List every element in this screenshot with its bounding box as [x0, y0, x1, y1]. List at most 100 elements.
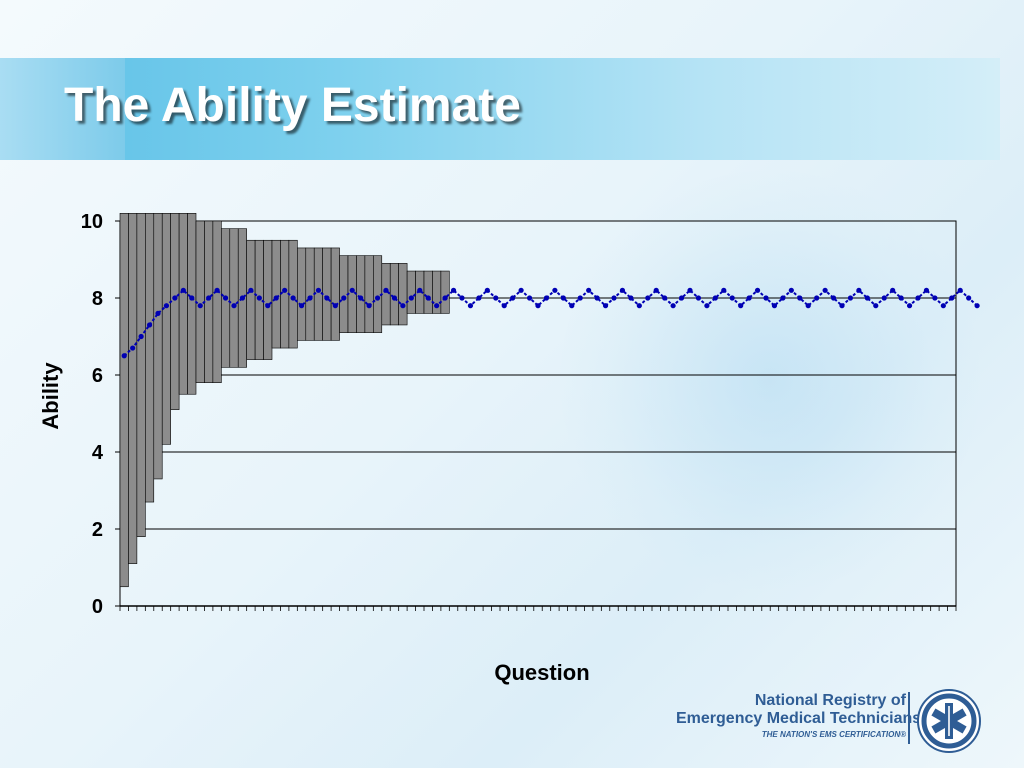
- ability-point: [746, 295, 752, 301]
- range-bar: [153, 213, 163, 480]
- ability-point: [256, 295, 262, 301]
- logo-line-2: Emergency Medical Technicians®: [676, 710, 933, 727]
- ability-point: [754, 287, 761, 293]
- ability-point: [594, 295, 600, 301]
- ability-point: [248, 287, 254, 293]
- ability-point: [130, 345, 136, 351]
- ability-point: [425, 295, 431, 301]
- ability-point: [138, 333, 144, 340]
- title-band: [0, 58, 1000, 160]
- ability-point: [932, 295, 938, 301]
- ability-point: [282, 287, 288, 293]
- range-bar: [440, 270, 450, 314]
- ability-point: [771, 303, 778, 309]
- ability-point: [298, 303, 305, 309]
- ability-point: [788, 287, 794, 293]
- range-bar: [271, 239, 281, 349]
- ability-point: [222, 295, 229, 301]
- y-axis-label: Ability: [38, 362, 63, 430]
- logo-line-1: National Registry of: [754, 692, 906, 709]
- y-tick-label: 8: [92, 288, 103, 310]
- range-bar: [212, 220, 222, 383]
- range-bar: [398, 263, 408, 326]
- ability-point: [864, 295, 870, 301]
- ability-point: [146, 322, 153, 328]
- ability-point: [611, 295, 617, 301]
- ability-point: [695, 295, 702, 301]
- ability-point: [873, 303, 879, 309]
- ability-point: [856, 287, 862, 293]
- ability-point: [780, 295, 786, 301]
- ability-point: [383, 287, 389, 293]
- ability-point: [239, 295, 246, 301]
- ability-point: [662, 295, 668, 301]
- range-bar: [297, 247, 307, 341]
- ability-point: [738, 303, 744, 309]
- ability-point: [569, 303, 575, 309]
- y-tick-label: 10: [81, 211, 103, 233]
- ability-point: [332, 303, 338, 309]
- ability-point: [797, 295, 803, 301]
- range-bar: [330, 247, 340, 341]
- ability-point: [957, 287, 963, 293]
- ability-point: [687, 287, 693, 293]
- y-tick-label: 0: [92, 596, 103, 618]
- ability-point: [467, 303, 474, 309]
- ability-point: [121, 353, 127, 359]
- ability-point: [172, 295, 178, 301]
- ability-point: [974, 303, 980, 309]
- ability-point: [949, 295, 955, 301]
- ability-point: [814, 295, 820, 301]
- slide-title: The Ability Estimate: [64, 79, 521, 132]
- ability-point: [374, 295, 381, 301]
- ability-point: [493, 295, 499, 301]
- ability-point: [163, 303, 170, 309]
- ability-point: [940, 303, 946, 309]
- ability-point: [290, 295, 296, 301]
- background-glow: [560, 170, 980, 590]
- ability-point: [358, 295, 364, 301]
- ability-point: [805, 303, 811, 309]
- ability-point: [206, 295, 212, 301]
- ability-point: [315, 287, 322, 293]
- range-bar: [389, 263, 399, 326]
- ability-point: [678, 295, 685, 301]
- y-tick-label: 6: [92, 365, 103, 387]
- range-bar: [178, 213, 188, 395]
- ability-point: [231, 303, 237, 309]
- ability-point: [307, 295, 313, 301]
- ability-point: [214, 287, 220, 293]
- ability-point: [822, 287, 828, 293]
- ability-point: [459, 295, 465, 301]
- ability-point: [391, 295, 398, 301]
- ability-point: [526, 295, 533, 301]
- ability-point: [923, 287, 930, 293]
- ability-point: [341, 295, 347, 301]
- star-of-life-seal-icon: [917, 689, 981, 753]
- range-bar: [136, 213, 146, 537]
- ability-point: [155, 310, 161, 316]
- ability-point: [197, 303, 203, 309]
- range-bar: [229, 228, 239, 368]
- ability-point: [484, 287, 490, 293]
- ability-point: [543, 295, 550, 301]
- title-band-accent: [0, 58, 125, 160]
- ability-point: [763, 295, 769, 301]
- range-bar: [187, 213, 197, 395]
- ability-point: [586, 287, 592, 293]
- ability-point: [729, 295, 735, 301]
- ability-point: [915, 295, 921, 301]
- ability-point: [712, 295, 718, 301]
- ability-point: [721, 287, 727, 293]
- ability-point: [847, 295, 854, 301]
- ability-point: [577, 295, 583, 301]
- ability-point: [400, 303, 406, 309]
- ability-point: [552, 287, 558, 293]
- range-bar: [170, 213, 180, 410]
- range-bar: [305, 247, 315, 341]
- ability-point: [560, 295, 566, 301]
- range-bar: [128, 213, 138, 564]
- ability-point: [535, 303, 541, 309]
- ability-point: [501, 303, 507, 309]
- ability-point: [324, 295, 330, 301]
